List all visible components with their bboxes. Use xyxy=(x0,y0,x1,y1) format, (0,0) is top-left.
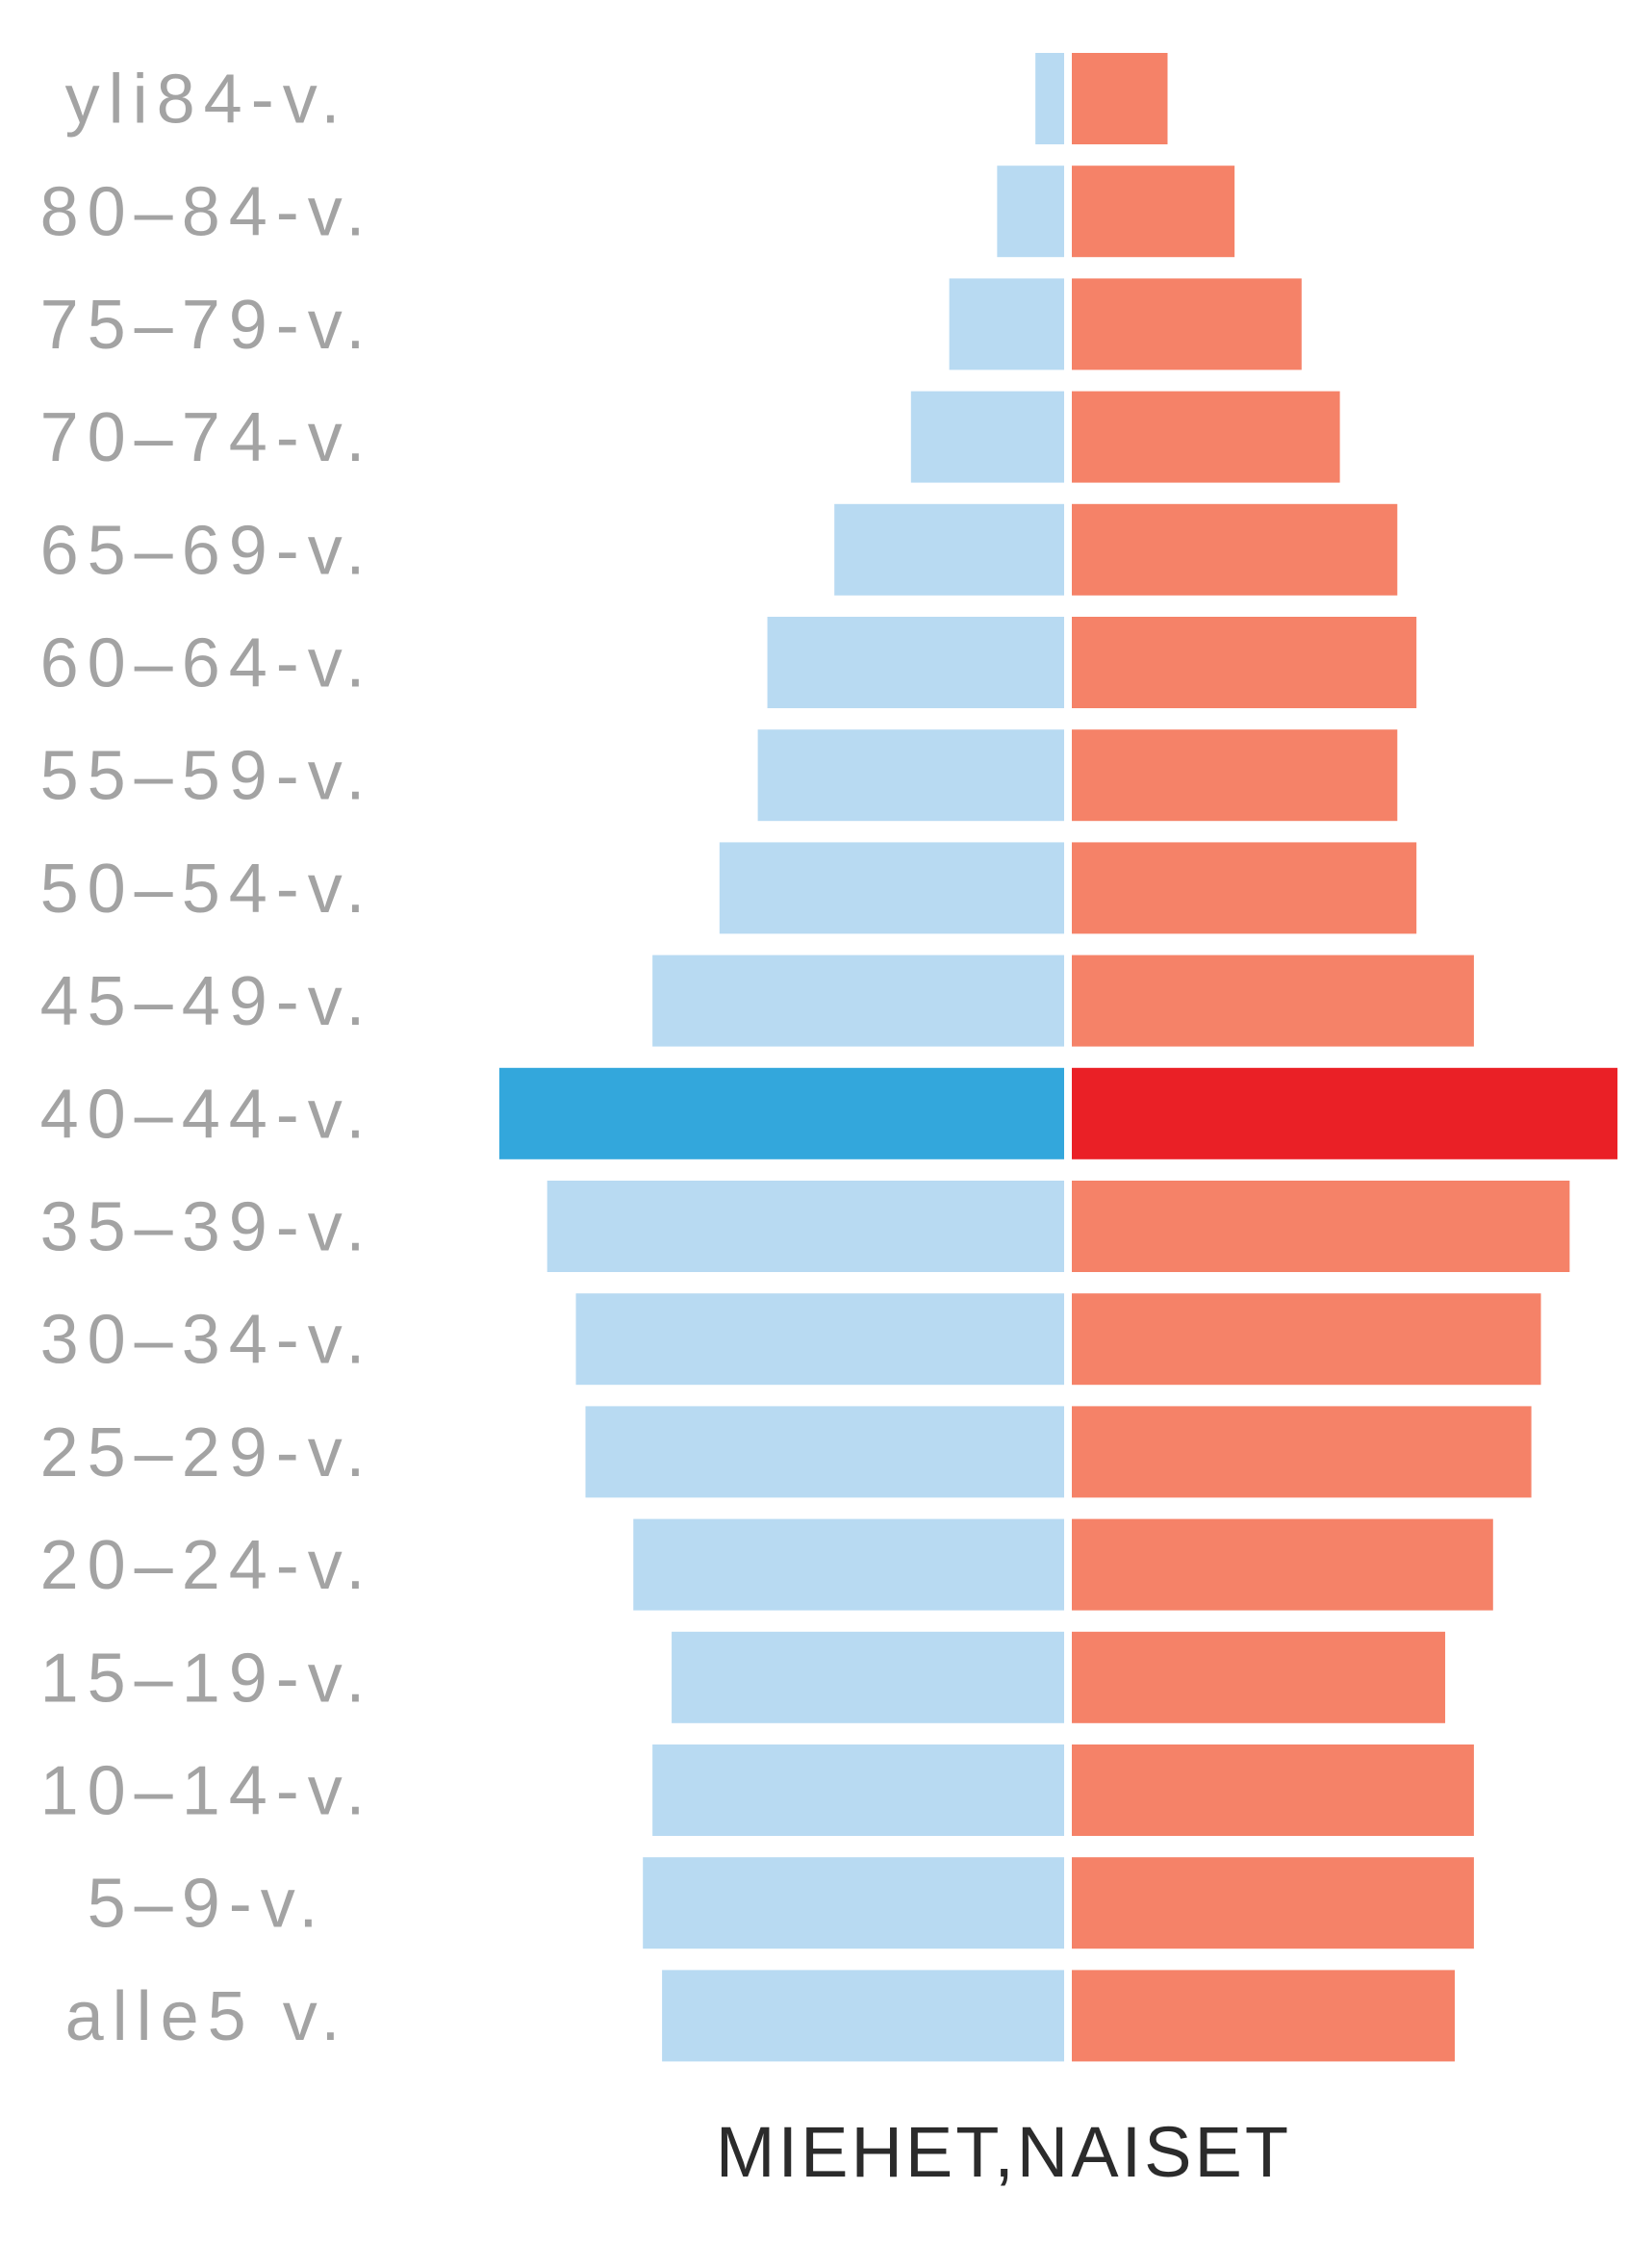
men-bar xyxy=(910,391,1064,483)
women-bar xyxy=(1072,1406,1532,1498)
women-bar xyxy=(1072,1067,1618,1159)
age-label: 80–84-v. xyxy=(40,174,374,251)
age-label: 45–49-v. xyxy=(40,963,374,1040)
men-bar xyxy=(633,1518,1064,1611)
women-bar xyxy=(1072,955,1474,1047)
women-bar xyxy=(1072,53,1168,144)
men-bar xyxy=(652,955,1064,1047)
women-bar xyxy=(1072,1181,1570,1272)
age-label: 65–69-v. xyxy=(40,512,374,589)
age-label: 10–14-v. xyxy=(40,1753,374,1830)
age-label: 25–29-v. xyxy=(40,1414,374,1491)
men-bars xyxy=(498,53,1064,2062)
age-label: 50–54-v. xyxy=(40,851,374,928)
men-bar xyxy=(585,1406,1064,1498)
men-bar xyxy=(949,278,1064,370)
women-bar xyxy=(1072,391,1340,483)
age-label: alle5 v. xyxy=(65,1978,349,2055)
women-bar xyxy=(1072,842,1417,934)
age-group-labels: yli84-v. 80–84-v. 75–79-v. 70–74-v. 65–69-v.… xyxy=(40,62,374,2055)
age-label: 5–9-v. xyxy=(88,1866,327,1943)
women-bar xyxy=(1072,1857,1474,1949)
age-label: 55–59-v. xyxy=(40,738,374,815)
age-label: 75–79-v. xyxy=(40,287,374,364)
men-bar xyxy=(672,1631,1064,1723)
women-bar xyxy=(1072,1293,1541,1386)
age-label: 60–64-v. xyxy=(40,625,374,702)
women-bar xyxy=(1072,1744,1474,1836)
women-bar xyxy=(1072,278,1302,370)
age-label: 15–19-v. xyxy=(40,1640,374,1717)
age-label: 20–24-v. xyxy=(40,1527,374,1604)
men-bar xyxy=(1035,53,1064,144)
women-bars xyxy=(1072,53,1618,2062)
men-bar xyxy=(498,1067,1064,1159)
men-bar xyxy=(643,1857,1064,1949)
age-label: 70–74-v. xyxy=(40,399,374,476)
women-bar xyxy=(1072,729,1398,822)
men-bar xyxy=(652,1744,1064,1836)
men-bar xyxy=(757,729,1064,822)
men-bar xyxy=(546,1181,1064,1272)
age-label: 30–34-v. xyxy=(40,1302,374,1379)
women-bar xyxy=(1072,617,1417,708)
age-label: 35–39-v. xyxy=(40,1189,374,1266)
men-bar xyxy=(719,842,1064,934)
women-bar xyxy=(1072,1631,1446,1723)
women-bar xyxy=(1072,1970,1455,2062)
men-bar xyxy=(997,166,1064,258)
women-bar xyxy=(1072,1518,1493,1611)
women-bar xyxy=(1072,166,1235,258)
men-bar xyxy=(575,1293,1064,1386)
age-label: yli84-v. xyxy=(65,62,349,139)
women-bar xyxy=(1072,503,1398,596)
men-bar xyxy=(767,617,1064,708)
men-bar xyxy=(834,503,1064,596)
men-bar xyxy=(662,1970,1064,2062)
age-label: 40–44-v. xyxy=(40,1076,374,1153)
x-axis-label: MIEHET,NAISET xyxy=(716,2112,1291,2192)
